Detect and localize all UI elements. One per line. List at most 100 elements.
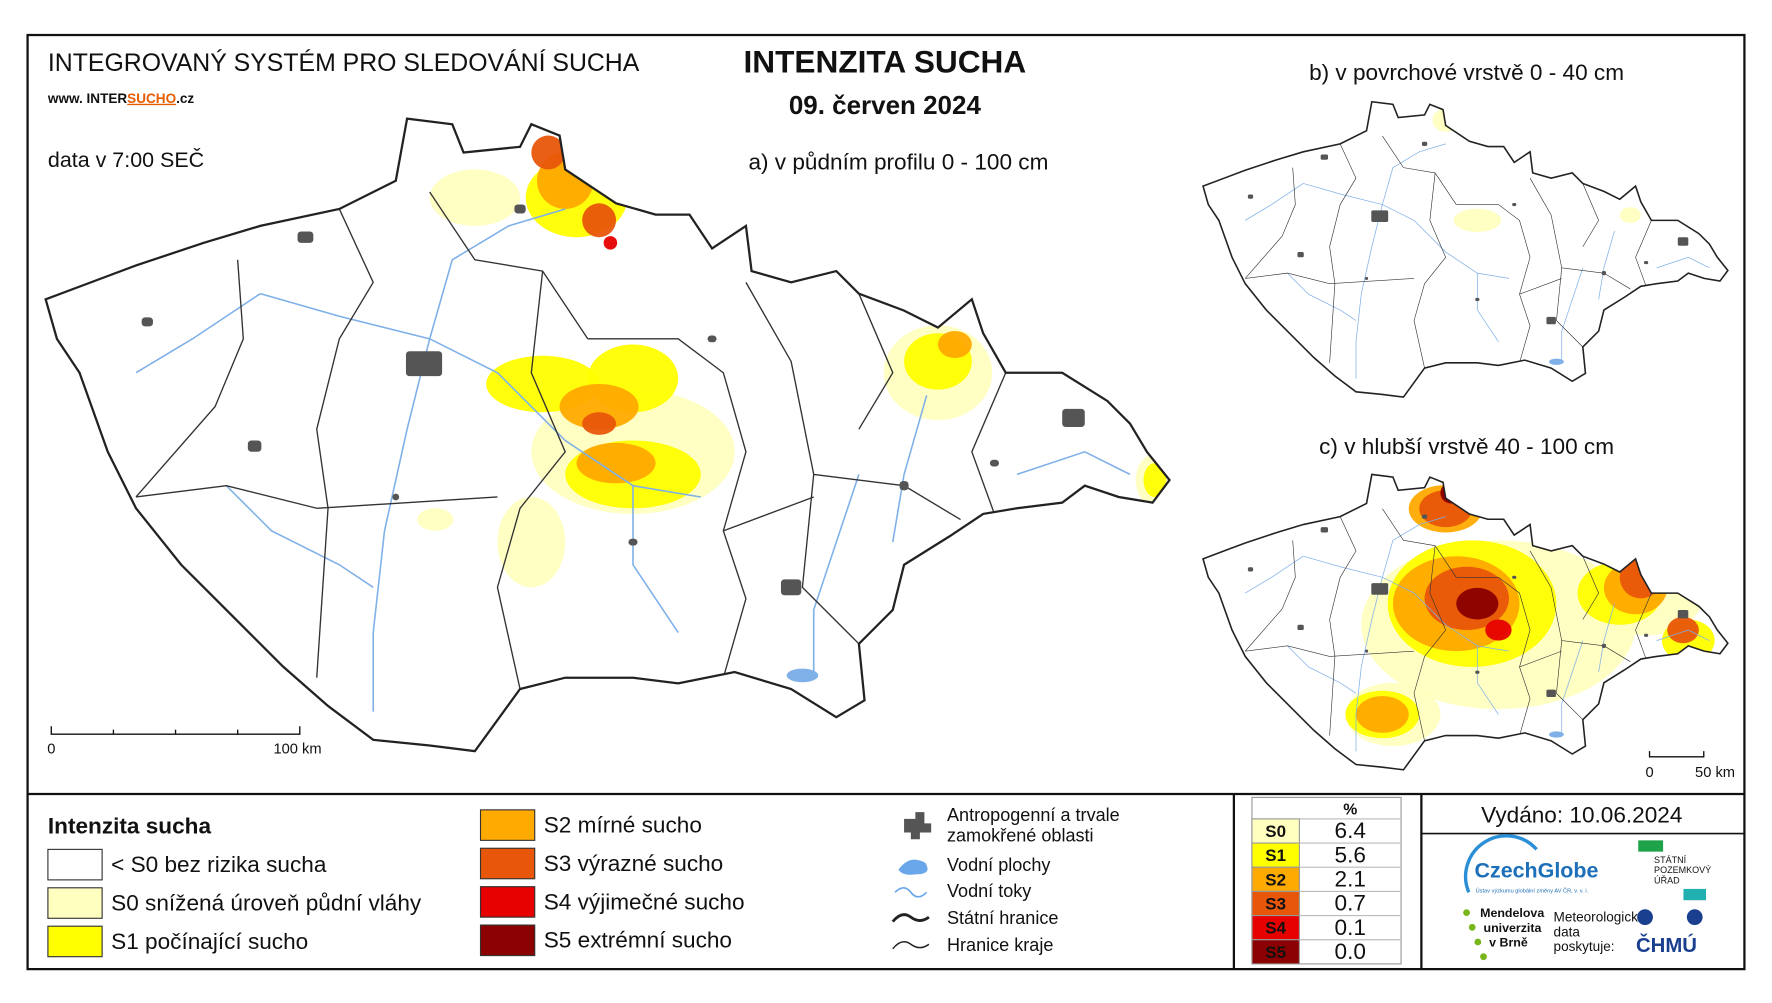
- table-percent: 6.4: [1335, 818, 1366, 843]
- drought-area: [429, 169, 521, 226]
- legend-label: S0 snížená úroveň půdní vláhy: [111, 890, 422, 915]
- river: [372, 338, 431, 712]
- website: www. INTERSUCHO.cz: [47, 91, 195, 106]
- scale-label: 100 km: [273, 741, 321, 757]
- urban-area: [1297, 624, 1304, 631]
- urban-area: [1364, 649, 1369, 653]
- urban-area: [1601, 271, 1607, 276]
- legend-swatch: [47, 887, 103, 919]
- map-label: c) v hlubší vrstvě 40 - 100 cm: [1319, 434, 1614, 459]
- logo-chmu-mark: [1637, 909, 1653, 926]
- region-border: [1635, 220, 1652, 287]
- logo-dot: [1480, 953, 1487, 961]
- legend-label: S4 výjimečné sucho: [544, 889, 745, 914]
- drought-area: [576, 442, 656, 484]
- scale-line: [1648, 751, 1705, 758]
- symbol-region-border: [892, 940, 930, 950]
- region-border: [723, 496, 814, 532]
- drought-area: [1456, 587, 1499, 620]
- logo-meteo: data: [1554, 924, 1581, 939]
- region-border: [1582, 556, 1599, 620]
- symbol-river: [894, 886, 928, 898]
- region-border: [1244, 167, 1296, 279]
- logo-arc: [1463, 834, 1538, 893]
- urban-area: [1364, 276, 1369, 280]
- legend-title: Intenzita sucha: [48, 814, 212, 839]
- legend-swatch: [479, 847, 536, 880]
- table-percent: 0.1: [1335, 915, 1366, 940]
- logo-spu-mark: [1638, 840, 1664, 852]
- region-border: [429, 191, 589, 340]
- river: [1656, 256, 1710, 269]
- logo-mendel: univerzita: [1484, 921, 1542, 935]
- website-part: .cz: [176, 91, 194, 106]
- river: [225, 485, 374, 589]
- urban-area: [899, 481, 909, 491]
- system-name: INTEGROVANÝ SYSTÉM PRO SLEDOVÁNÍ SUCHA: [48, 50, 640, 77]
- river: [1476, 273, 1499, 342]
- map-soil-profile: [44, 117, 1171, 753]
- logo-dot: [1474, 938, 1482, 946]
- region-border: [1329, 650, 1415, 657]
- logo-spu: STÁTNÍ: [1654, 855, 1687, 865]
- logo-chmu: ČHMÚ: [1636, 933, 1697, 957]
- drought-area: [497, 496, 566, 588]
- urban-area: [1475, 670, 1480, 674]
- scale-label: 0: [1645, 765, 1653, 781]
- drought-area: [1143, 463, 1167, 497]
- table-class: S5: [1265, 943, 1286, 962]
- urban-area: [1546, 689, 1556, 698]
- map-label: a) v půdním profilu 0 - 100 cm: [748, 149, 1048, 174]
- region-border: [1413, 172, 1447, 369]
- drought-area: [603, 236, 618, 250]
- urban-area: [1677, 609, 1689, 619]
- river: [1355, 204, 1383, 379]
- website-part: SUCHO: [127, 91, 176, 106]
- logo-spu: POZEMKOVÝ: [1654, 865, 1711, 875]
- urban-area: [1512, 202, 1517, 207]
- legend-label: S5 extrémní sucho: [544, 928, 732, 953]
- river: [1245, 555, 1304, 594]
- region-border: [1245, 645, 1330, 657]
- urban-area: [1320, 527, 1329, 533]
- river: [891, 395, 928, 543]
- legend-label: S2 mírné sucho: [544, 812, 702, 837]
- region-border: [1456, 576, 1531, 736]
- table-percent: 5.6: [1335, 842, 1366, 867]
- legend-swatch: [479, 924, 536, 957]
- table-class-cell: [1251, 915, 1300, 941]
- urban-area: [1247, 567, 1254, 572]
- logo-dot: [1468, 923, 1476, 931]
- river: [1355, 577, 1383, 752]
- urban-area: [514, 204, 526, 214]
- logo-mendel: Mendelova: [1480, 906, 1544, 920]
- symbol-label: Vodní toky: [947, 881, 1031, 901]
- region-border: [858, 293, 894, 430]
- region-border: [135, 484, 317, 509]
- region-border: [1519, 278, 1562, 295]
- region-border: [1529, 178, 1584, 348]
- urban-area: [707, 335, 717, 343]
- urban-area: [141, 317, 153, 327]
- table-class-cell: [1251, 890, 1300, 917]
- logo-dot: [1463, 909, 1470, 917]
- urban-area: [1371, 583, 1389, 595]
- scale-label: 0: [47, 741, 55, 757]
- drought-area: [559, 384, 639, 430]
- table-percent: 0.7: [1335, 891, 1366, 916]
- table-class: S2: [1265, 870, 1286, 889]
- urban-area: [1320, 154, 1329, 160]
- river: [1598, 230, 1615, 300]
- state-border: [1202, 100, 1729, 398]
- urban-area: [1546, 316, 1556, 325]
- country-fill: [1203, 101, 1728, 398]
- river: [1656, 629, 1710, 641]
- river: [1016, 450, 1131, 476]
- symbol-label: Hranice kraje: [947, 935, 1053, 955]
- urban-area: [1644, 633, 1649, 637]
- river: [1561, 267, 1584, 363]
- symbol-water: [898, 859, 928, 875]
- water-body: [1549, 731, 1564, 738]
